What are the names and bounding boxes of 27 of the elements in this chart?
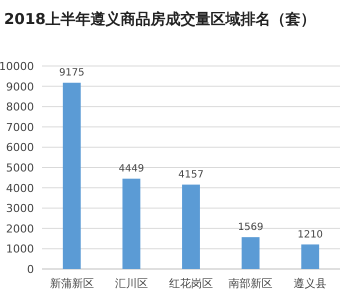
data-label: 4449 xyxy=(118,164,144,175)
data-label: 1210 xyxy=(297,229,323,240)
y-tick-label: 2000 xyxy=(6,222,34,236)
y-tick-label: 6000 xyxy=(6,141,34,154)
y-tick-label: 7000 xyxy=(6,120,34,134)
y-tick-label: 8000 xyxy=(6,100,34,114)
x-tick-label: 遵义县 xyxy=(294,277,327,290)
data-label: 4157 xyxy=(178,170,204,181)
x-tick-label: 南部新区 xyxy=(228,277,273,290)
bar xyxy=(62,82,81,269)
y-tick-label: 0 xyxy=(27,263,34,276)
chart-title: 2018上半年遵义商品房成交量区域排名（套） xyxy=(4,10,316,28)
data-label: 1569 xyxy=(238,222,264,234)
bar xyxy=(242,237,260,269)
x-tick-label: 汇川区 xyxy=(114,277,148,290)
y-tick-label: 5000 xyxy=(6,162,34,174)
y-tick-label: 10000 xyxy=(0,60,34,73)
data-label: 9175 xyxy=(59,68,85,79)
x-tick-label: 红花岗区 xyxy=(169,277,213,290)
bar xyxy=(301,244,320,269)
y-tick-label: 3000 xyxy=(6,202,34,216)
y-tick-label: 9000 xyxy=(6,80,34,94)
bar xyxy=(122,178,140,269)
y-tick-label: 4000 xyxy=(6,182,34,195)
x-tick-label: 新蒲新区 xyxy=(50,277,94,290)
bar xyxy=(182,184,200,269)
y-tick-label: 1000 xyxy=(6,242,34,256)
